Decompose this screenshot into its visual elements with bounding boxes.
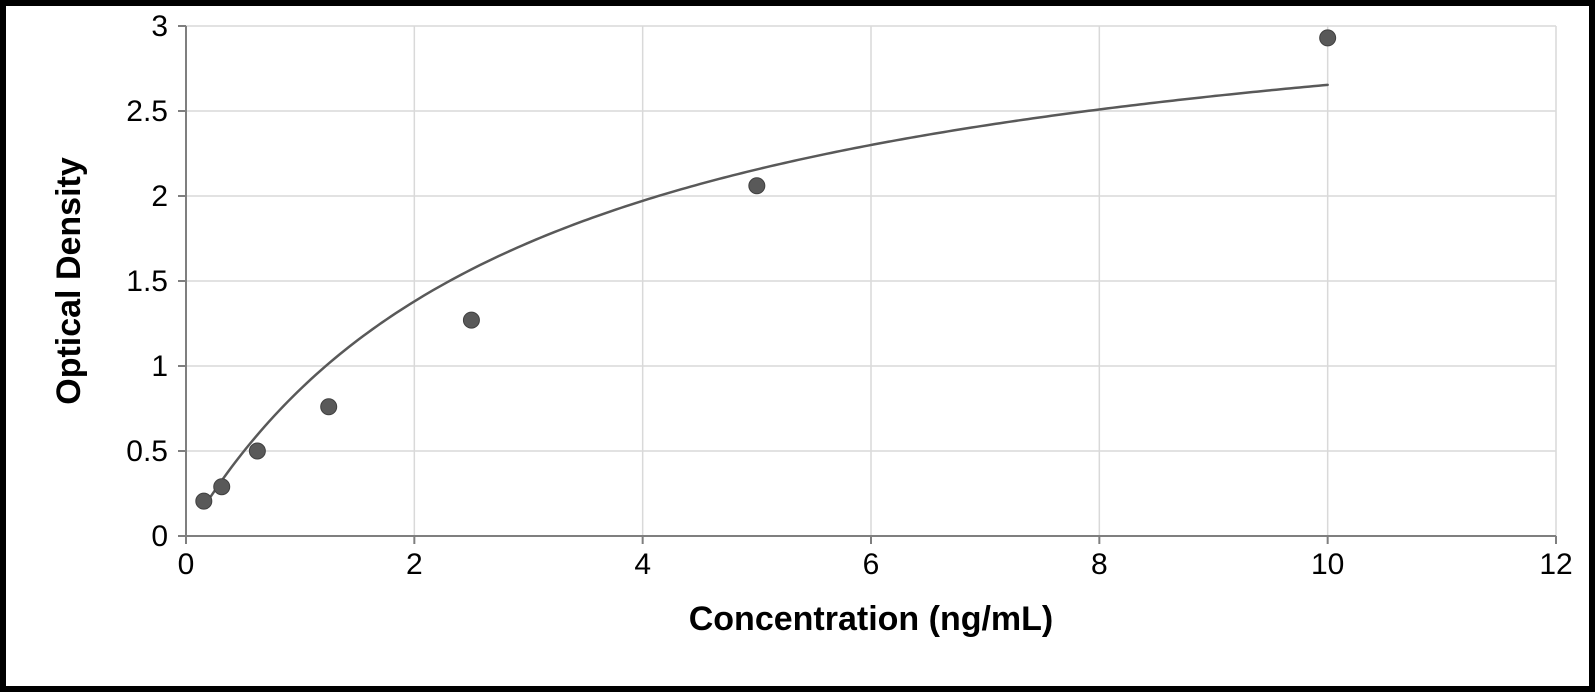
y-tick-label: 0 bbox=[151, 520, 168, 553]
y-axis-label: Optical Density bbox=[50, 157, 88, 405]
x-tick-label: 12 bbox=[1539, 548, 1572, 581]
y-tick-label: 3 bbox=[151, 10, 168, 43]
curve-group bbox=[204, 85, 1328, 507]
x-tick-label: 6 bbox=[863, 548, 880, 581]
standard-curve-chart: 0 2 4 6 8 10 12 0 0.5 1 1.5 2 2.5 3 Concentration (n… bbox=[6, 6, 1589, 686]
data-point bbox=[196, 493, 212, 509]
data-point bbox=[321, 399, 337, 415]
y-tick-label: 2.5 bbox=[126, 95, 168, 128]
data-point bbox=[249, 443, 265, 459]
grid-group bbox=[186, 26, 1556, 536]
data-point bbox=[214, 479, 230, 495]
y-tick-label: 1.5 bbox=[126, 265, 168, 298]
chart-outer-frame: 0 2 4 6 8 10 12 0 0.5 1 1.5 2 2.5 3 Concentration (n… bbox=[0, 0, 1595, 692]
yticks-group: 0 0.5 1 1.5 2 2.5 3 bbox=[126, 10, 186, 553]
fitted-curve bbox=[204, 85, 1328, 507]
data-point bbox=[1320, 30, 1336, 46]
data-point bbox=[749, 178, 765, 194]
y-tick-label: 2 bbox=[151, 180, 168, 213]
y-tick-label: 1 bbox=[151, 350, 168, 383]
x-tick-label: 10 bbox=[1311, 548, 1344, 581]
x-tick-label: 2 bbox=[406, 548, 423, 581]
x-tick-label: 8 bbox=[1091, 548, 1108, 581]
y-tick-label: 0.5 bbox=[126, 435, 168, 468]
x-tick-label: 0 bbox=[178, 548, 195, 581]
xticks-group: 0 2 4 6 8 10 12 bbox=[178, 536, 1573, 581]
data-point bbox=[463, 312, 479, 328]
x-axis-label: Concentration (ng/mL) bbox=[689, 600, 1054, 638]
x-tick-label: 4 bbox=[634, 548, 651, 581]
